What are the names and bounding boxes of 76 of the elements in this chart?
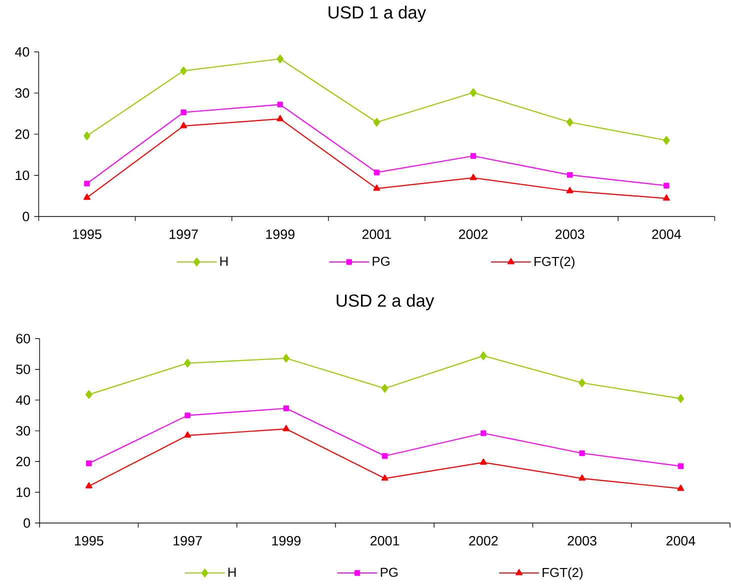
point (374, 170, 380, 176)
point (480, 351, 487, 360)
point (184, 358, 191, 368)
x-tick-label: 2002 (469, 536, 498, 546)
point (663, 136, 670, 145)
point (282, 354, 290, 363)
point (566, 118, 574, 127)
y-tick-label: 0 (24, 518, 30, 528)
point (381, 474, 388, 481)
x-tick-label: 2001 (362, 230, 392, 240)
y-tick-label: 40 (15, 47, 30, 57)
y-tick-label: 0 (22, 212, 30, 222)
y-tick-label: 50 (16, 364, 30, 374)
point (677, 394, 684, 403)
point (470, 88, 477, 97)
point (470, 153, 476, 159)
point (180, 110, 186, 116)
point (480, 430, 486, 436)
legend-label: PG (372, 256, 390, 266)
chart-title: USD 1 a day (328, 6, 426, 22)
point (373, 184, 380, 191)
point (84, 180, 90, 186)
legend-label: FGT(2) (534, 256, 574, 269)
y-tick-label: 60 (16, 334, 30, 344)
point (662, 194, 670, 201)
x-tick-label: 2003 (568, 536, 596, 546)
point (579, 450, 585, 456)
point (276, 54, 284, 64)
x-tick-label: 2004 (652, 230, 681, 240)
y-tick-label: 30 (16, 426, 30, 436)
point (664, 182, 670, 188)
x-tick-label: 1997 (170, 230, 198, 240)
point (277, 102, 283, 108)
point (470, 174, 477, 180)
point (180, 66, 187, 76)
y-tick-label: 40 (16, 395, 30, 405)
point (677, 484, 684, 491)
x-tick-label: 1999 (272, 536, 300, 546)
legend-label: H (220, 256, 228, 266)
legend-label: PG (380, 568, 398, 577)
y-tick-label: 30 (15, 88, 30, 98)
point (480, 458, 487, 465)
point (85, 482, 92, 488)
x-tick-label: 2001 (370, 536, 400, 546)
x-tick-label: 2004 (666, 536, 696, 546)
point (184, 431, 192, 438)
point (84, 131, 90, 140)
point (566, 172, 573, 178)
x-tick-label: 1995 (73, 230, 102, 240)
x-tick-label: 2003 (556, 230, 584, 240)
point (566, 187, 574, 194)
point (373, 118, 380, 127)
legend-label: H (228, 568, 236, 577)
y-tick-label: 20 (15, 129, 30, 139)
point (381, 384, 388, 393)
point (382, 453, 388, 459)
point (86, 390, 92, 399)
x-tick-label: 2002 (458, 230, 488, 240)
y-tick-label: 10 (16, 488, 30, 498)
point (678, 463, 684, 469)
x-tick-label: 1999 (266, 230, 294, 240)
point (184, 412, 190, 418)
point (578, 474, 586, 481)
point (282, 425, 290, 432)
point (578, 378, 586, 388)
chart-title: USD 2 a day (336, 294, 434, 310)
y-tick-label: 20 (16, 456, 30, 466)
point (276, 115, 284, 122)
point (180, 122, 188, 128)
point (86, 460, 92, 466)
point (83, 194, 90, 200)
x-tick-label: 1997 (174, 536, 202, 546)
point (283, 406, 290, 412)
y-tick-label: 10 (16, 170, 30, 180)
legend-label: FGT(2) (542, 568, 583, 580)
x-tick-label: 1995 (74, 536, 104, 546)
